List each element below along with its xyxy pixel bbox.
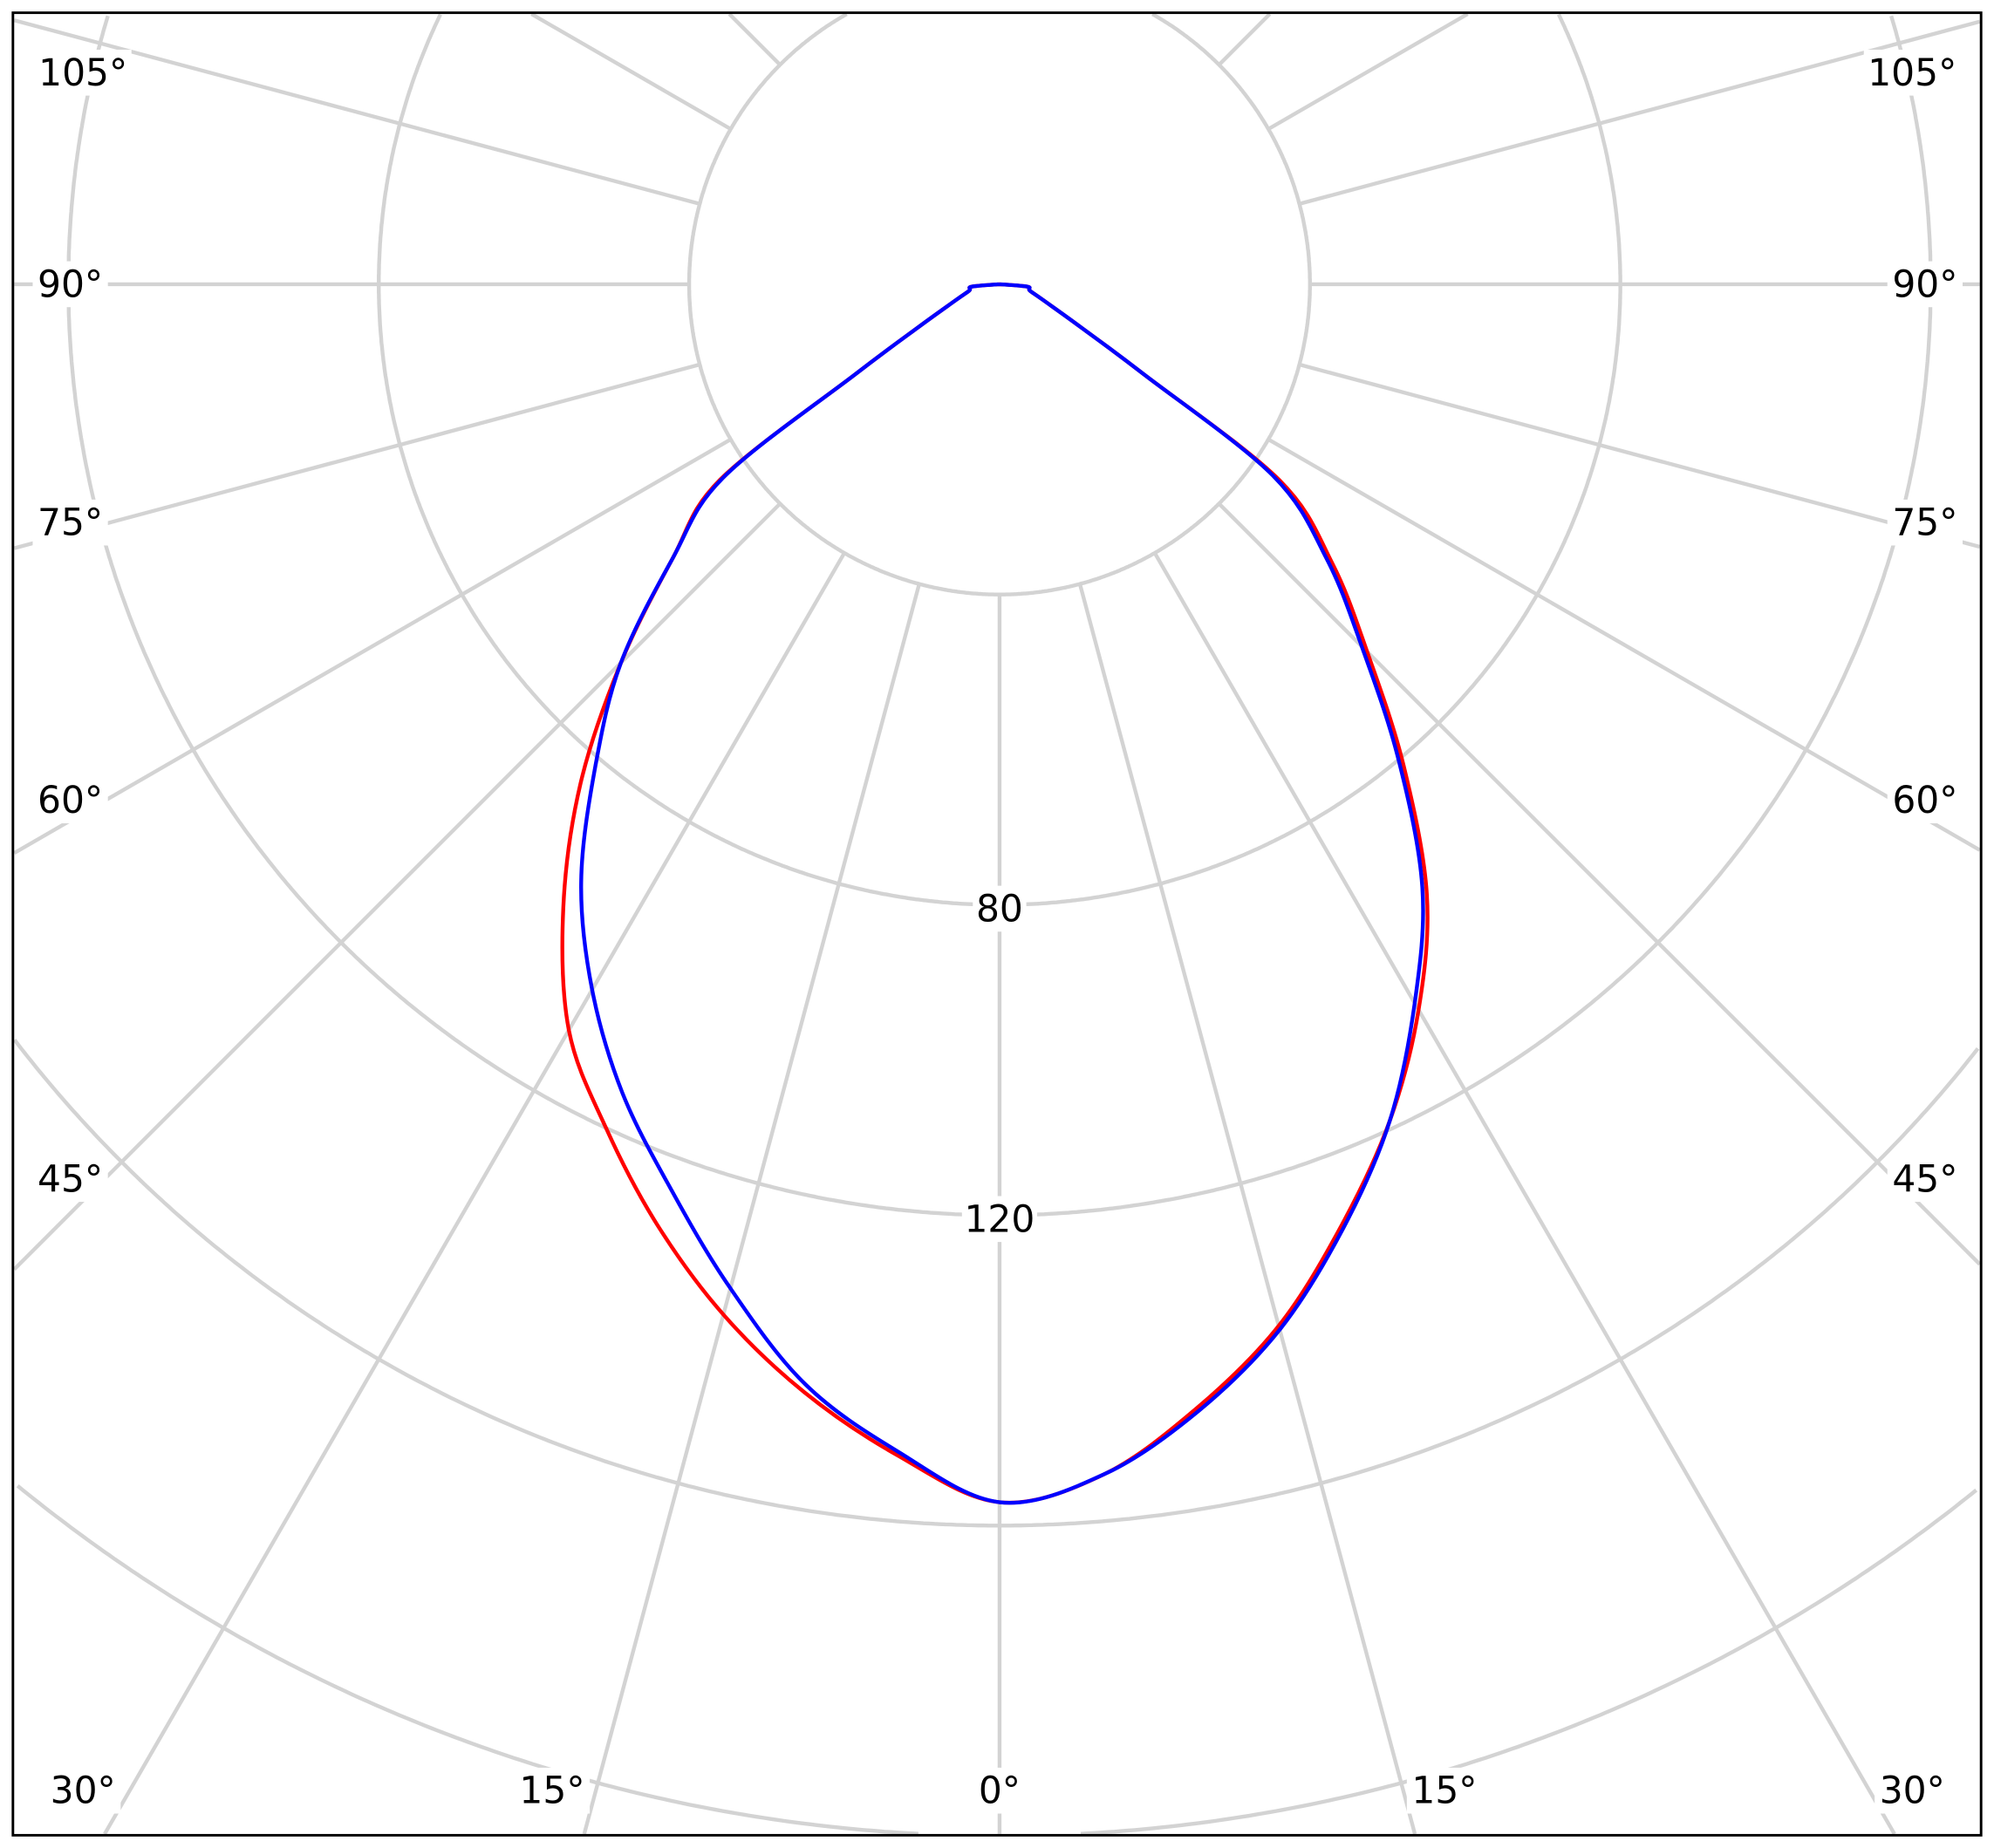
series-curve-2 xyxy=(579,282,1425,1505)
radial-label-80-text: 80 xyxy=(976,887,1023,930)
angle-label-right-3-text: 60° xyxy=(1892,779,1957,822)
curves xyxy=(560,282,1430,1505)
angle-label-right-0-bg xyxy=(1863,49,1961,96)
angle-label-left-0: 105° xyxy=(34,49,132,96)
angle-label-left-1: 90° xyxy=(32,261,108,308)
angle-label-right-2-bg xyxy=(1887,499,1963,546)
grid-radial-315 xyxy=(12,501,782,1272)
angle-label-right-4-bg xyxy=(1887,1156,1963,1203)
angle-label-left-7-bg xyxy=(973,1767,1027,1814)
grid-radial-345 xyxy=(582,583,921,1835)
radial-label-120-text: 120 xyxy=(964,1197,1035,1240)
angle-label-right-1-bg xyxy=(1887,261,1963,308)
grid-circle-160 xyxy=(12,1039,1980,1528)
angle-label-left-4-text: 45° xyxy=(38,1157,103,1200)
angle-label-right-6: 15° xyxy=(1406,1767,1483,1814)
angle-label-left-0-bg xyxy=(34,49,132,96)
angle-label-right-0-text: 105° xyxy=(1868,51,1956,94)
angle-label-left-5-text: 30° xyxy=(51,1770,116,1812)
grid-circle-80 xyxy=(377,13,1622,907)
angle-label-left-4-bg xyxy=(32,1156,108,1203)
grid-radial-225 xyxy=(727,12,782,66)
angle-label-left-7: 0° xyxy=(973,1767,1027,1814)
grid-radial-75 xyxy=(1299,362,1981,549)
angle-label-left-1-text: 90° xyxy=(38,263,103,305)
angle-label-right-5-text: 30° xyxy=(1880,1770,1945,1812)
angle-label-right-6-bg xyxy=(1406,1767,1483,1814)
grid-circle-200 xyxy=(16,1483,1978,1836)
angle-label-left-6: 15° xyxy=(514,1767,591,1814)
angle-label-left-3-text: 60° xyxy=(38,779,103,822)
grid-radial-60 xyxy=(1267,437,1981,852)
angle-label-left-4: 45° xyxy=(32,1156,108,1203)
angle-label-left-5-bg xyxy=(45,1767,121,1814)
grid-radial-30 xyxy=(1152,551,1896,1836)
radial-label-120-bg xyxy=(961,1196,1038,1243)
grid-radial-285 xyxy=(13,362,700,550)
grid-radial-135 xyxy=(1217,12,1272,66)
grid-radial-45 xyxy=(1217,501,1982,1266)
radial-label-80: 80 xyxy=(973,885,1027,932)
grid-radial-300 xyxy=(13,437,732,855)
angle-label-right-6-text: 15° xyxy=(1411,1770,1477,1812)
angle-label-right-5-bg xyxy=(1874,1767,1950,1814)
angle-label-left-2: 75° xyxy=(32,499,108,546)
radial-label-80-bg xyxy=(973,885,1027,932)
grid-radial-120 xyxy=(1267,12,1469,131)
grid-radial-210 xyxy=(842,12,846,17)
grid-radial-240 xyxy=(530,12,732,131)
angle-label-right-3: 60° xyxy=(1887,777,1963,824)
angle-label-right-3-bg xyxy=(1887,777,1963,824)
angle-label-right-1: 90° xyxy=(1887,261,1963,308)
grid-radial-15 xyxy=(1077,583,1417,1835)
angle-label-right-4-text: 45° xyxy=(1892,1157,1957,1200)
angle-label-right-1-text: 90° xyxy=(1892,263,1957,305)
angle-label-left-2-bg xyxy=(32,499,108,546)
tick-labels: 105° 90° 75° 60° 45° 30° 15° 0° 105° 90° 75° 60° 45°… xyxy=(32,49,1963,1814)
angle-label-left-3-bg xyxy=(32,777,108,824)
radial-label-120: 120 xyxy=(961,1196,1038,1243)
angle-label-left-3: 60° xyxy=(32,777,108,824)
angle-label-left-1-bg xyxy=(32,261,108,308)
angle-label-left-6-bg xyxy=(514,1767,591,1814)
angle-label-right-0: 105° xyxy=(1863,49,1961,96)
angle-label-left-0-text: 105° xyxy=(38,51,127,94)
angle-label-left-5: 30° xyxy=(45,1767,121,1814)
angle-label-left-7-text: 0° xyxy=(979,1770,1021,1812)
angle-label-right-2-text: 75° xyxy=(1892,501,1957,544)
angle-label-left-6-text: 15° xyxy=(519,1770,584,1812)
grid-radial-330 xyxy=(103,551,846,1836)
angle-label-right-2: 75° xyxy=(1887,499,1963,546)
angle-label-right-4: 45° xyxy=(1887,1156,1963,1203)
plot-frame xyxy=(11,11,1983,1837)
angle-label-left-2-text: 75° xyxy=(38,501,103,544)
grid-radial-150 xyxy=(1152,12,1157,17)
angle-label-right-5: 30° xyxy=(1874,1767,1950,1814)
